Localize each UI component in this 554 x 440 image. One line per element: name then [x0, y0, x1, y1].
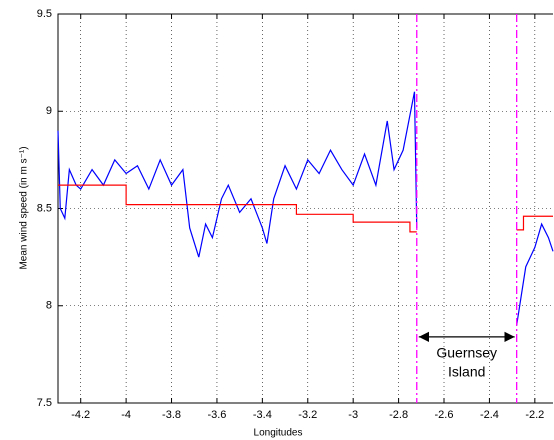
y-tick-label: 8.5	[37, 202, 52, 214]
x-tick-label: -3.2	[298, 409, 317, 421]
x-axis-label: Longitudes	[254, 428, 303, 439]
span-label: Island	[448, 364, 485, 380]
y-tick-label: 8	[46, 300, 52, 312]
x-tick-label: -2.2	[525, 409, 544, 421]
span-label: Guernsey	[436, 345, 497, 361]
y-tick-label: 9	[46, 105, 52, 117]
y-axis-label: Mean wind speed (in m s⁻¹)	[19, 146, 30, 269]
x-tick-label: -3.8	[162, 409, 181, 421]
x-tick-label: -2.8	[389, 409, 408, 421]
data-line	[57, 91, 554, 326]
x-tick-label: -4	[121, 409, 131, 421]
axes-frame	[57, 13, 553, 404]
x-tick-label: -2.6	[435, 409, 454, 421]
x-tick-label: -4.2	[71, 409, 90, 421]
y-tick-label: 7.5	[37, 397, 52, 409]
y-tick-label: 9.5	[37, 8, 52, 20]
data-line	[58, 184, 553, 233]
x-tick-label: -2.4	[480, 409, 499, 421]
x-tick-label: -3	[348, 409, 358, 421]
x-tick-label: -3.4	[253, 409, 272, 421]
x-tick-label: -3.6	[207, 409, 226, 421]
